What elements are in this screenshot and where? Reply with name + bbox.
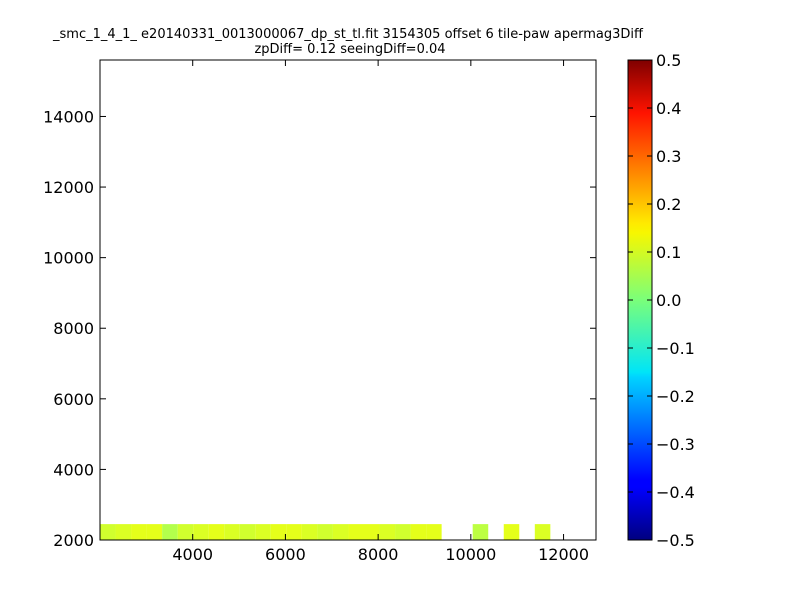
chart-title-line1: _smc_1_4_1_ e20140331_0013000067_dp_st_t… bbox=[52, 27, 644, 42]
heatmap-cell bbox=[472, 524, 489, 540]
heatmap-cell bbox=[270, 524, 287, 540]
colorbar-tick-label: 0.4 bbox=[656, 99, 681, 118]
x-tick-label: 10000 bbox=[445, 545, 496, 564]
colorbar-tick-label: 0.0 bbox=[656, 291, 681, 310]
x-tick-label: 6000 bbox=[265, 545, 306, 564]
heatmap-cell bbox=[379, 524, 396, 540]
x-tick-label: 12000 bbox=[538, 545, 589, 564]
heatmap-cell bbox=[395, 524, 411, 540]
heatmap-cell bbox=[224, 524, 240, 540]
colorbar-tick-label: 0.2 bbox=[656, 195, 681, 214]
heatmap-cell bbox=[146, 524, 163, 540]
y-tick-label: 14000 bbox=[43, 107, 94, 126]
heatmap-cell bbox=[317, 524, 333, 540]
y-tick-label: 10000 bbox=[43, 249, 94, 268]
heatmap-cell bbox=[363, 524, 380, 540]
heatmap-cell bbox=[100, 524, 116, 540]
x-tick-label: 8000 bbox=[358, 545, 399, 564]
heatmap-cells bbox=[100, 524, 551, 540]
colorbar-tick-label: −0.2 bbox=[656, 387, 695, 406]
heatmap-cell bbox=[115, 524, 132, 540]
chart-title-line2: zpDiff= 0.12 seeingDiff=0.04 bbox=[254, 42, 445, 57]
x-axis-ticks: 4000 6000 8000 10000 12000 bbox=[172, 60, 589, 564]
heatmap-cell bbox=[503, 524, 520, 540]
colorbar-tick-label: −0.3 bbox=[656, 435, 695, 454]
y-tick-label: 6000 bbox=[53, 390, 94, 409]
y-axis-ticks: 2000 4000 6000 8000 10000 12000 14000 bbox=[43, 107, 596, 550]
heatmap-cell bbox=[255, 524, 271, 540]
colorbar-tick-label: −0.5 bbox=[656, 531, 695, 550]
plot-frame bbox=[99, 59, 597, 541]
colorbar-tick-label: 0.1 bbox=[656, 243, 681, 262]
x-tick-label: 4000 bbox=[172, 545, 213, 564]
heatmap-cell bbox=[301, 524, 318, 540]
y-tick-label: 8000 bbox=[53, 319, 94, 338]
y-tick-label: 12000 bbox=[43, 178, 94, 197]
heatmap-cell bbox=[239, 524, 256, 540]
colorbar-tick-label: −0.4 bbox=[656, 483, 695, 502]
heatmap-cell bbox=[208, 524, 225, 540]
heatmap-cell bbox=[162, 524, 178, 540]
heatmap-cell bbox=[193, 524, 209, 540]
heatmap-cell bbox=[426, 524, 442, 540]
heatmap-cell bbox=[534, 524, 551, 540]
heatmap-cell bbox=[131, 524, 147, 540]
heatmap-cell bbox=[410, 524, 427, 540]
colorbar-ticks: 0.5 0.4 0.3 0.2 0.1 0.0 −0.1 −0.2 −0.3 −0.4 −0.5 bbox=[628, 51, 695, 550]
colorbar-tick-label: 0.3 bbox=[656, 147, 681, 166]
y-tick-label: 4000 bbox=[53, 460, 94, 479]
heatmap-cell bbox=[348, 524, 364, 540]
colorbar-tick-label: −0.1 bbox=[656, 339, 695, 358]
heatmap-cell bbox=[332, 524, 349, 540]
heatmap-cell bbox=[286, 524, 302, 540]
heatmap-cell bbox=[177, 524, 194, 540]
y-tick-label: 2000 bbox=[53, 531, 94, 550]
colorbar-tick-label: 0.5 bbox=[656, 51, 681, 70]
